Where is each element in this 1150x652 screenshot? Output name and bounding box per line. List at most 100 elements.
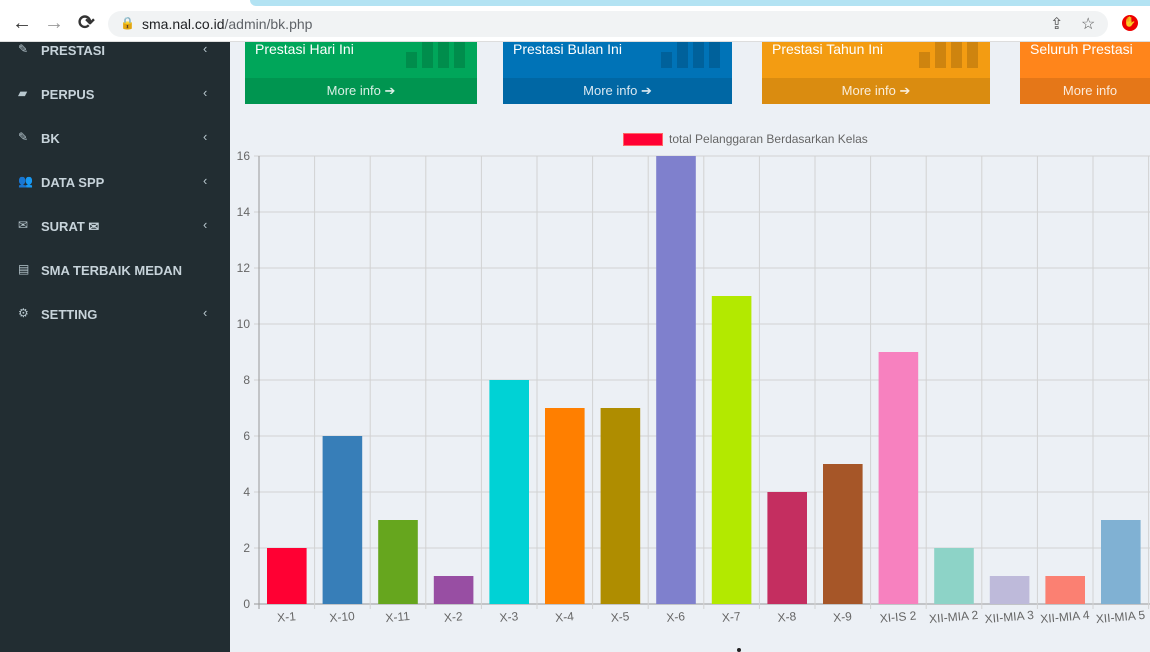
chevron-left-icon: ‹ (203, 41, 208, 56)
bar (711, 296, 752, 604)
x-tick-label: X-1 (277, 609, 297, 625)
url-text: sma.nal.co.id/admin/bk.php (142, 16, 312, 32)
chevron-left-icon: ‹ (203, 85, 208, 100)
x-tick-label: XII-MIA 3 (984, 608, 1035, 626)
x-tick-label: X-6 (666, 609, 686, 625)
sidebar-item-label: DATA SPP (41, 175, 105, 190)
bar-chart-icon (919, 42, 978, 68)
x-tick-label: X-5 (610, 609, 630, 625)
sidebar-item-prestasi[interactable]: ✎ PRESTASI ‹ (0, 36, 230, 66)
y-tick-label: 2 (243, 541, 250, 555)
more-info-link[interactable]: More info ➔ (245, 78, 477, 104)
sidebar-item-label: BK (41, 131, 60, 146)
legend-swatch (623, 133, 663, 147)
chevron-left-icon: ‹ (203, 129, 208, 144)
tab-strip (250, 0, 1150, 6)
sidebar-item-label: PERPUS (41, 87, 95, 102)
bar-chart-icon (661, 42, 720, 68)
url-path: /admin/bk.php (224, 16, 313, 32)
info-box: Prestasi Tahun Ini More info ➔ (762, 42, 990, 104)
id-card-icon: ▤ (18, 262, 30, 276)
chevron-left-icon: ‹ (203, 305, 208, 320)
browser-toolbar: ← → ⟳ 🔒 sma.nal.co.id/admin/bk.php ⇪ ☆ ✋ (0, 0, 1150, 42)
sidebar-item-data-spp[interactable]: 👥 DATA SPP ‹ (0, 168, 230, 198)
x-tick-label: X-7 (721, 609, 741, 625)
chart-legend[interactable]: total Pelanggaran Berdasarkan Kelas (623, 132, 868, 147)
more-info-link[interactable]: More info (1020, 78, 1150, 104)
lock-icon: 🔒 (120, 16, 135, 30)
star-icon[interactable]: ☆ (1081, 16, 1096, 33)
edit-icon: ✎ (18, 42, 29, 56)
bar (1045, 576, 1085, 604)
sidebar-item-label: SETTING (41, 307, 98, 322)
x-tick-label: XII-MIA 4 (1040, 608, 1091, 626)
bar (878, 352, 919, 604)
chevron-left-icon: ‹ (203, 173, 208, 188)
bar (489, 380, 529, 604)
x-tick-label: X-8 (777, 609, 797, 625)
x-tick-label: XI-IS 2 (879, 608, 917, 625)
book-icon: ▰ (18, 86, 28, 100)
x-tick-label: XII-MIA 5 (1095, 608, 1146, 626)
sidebar-item-sma-terbaik-medan[interactable]: ▤ SMA TERBAIK MEDAN (0, 256, 230, 286)
x-tick-label: XII-MIA 2 (928, 608, 979, 626)
x-tick-label: X-10 (329, 609, 356, 625)
bar (767, 492, 807, 604)
sidebar-item-setting[interactable]: ⚙ SETTING ‹ (0, 300, 230, 330)
bar (600, 408, 641, 604)
more-info-link[interactable]: More info ➔ (762, 78, 990, 104)
forward-button[interactable]: → (44, 12, 64, 34)
x-tick-label: X-9 (833, 609, 853, 625)
bar (934, 548, 974, 604)
sidebar-item-bk[interactable]: ✎ BK ‹ (0, 124, 230, 154)
info-box-title: Prestasi Bulan Ini (513, 42, 622, 57)
back-button[interactable]: ← (12, 12, 32, 34)
y-tick-label: 8 (243, 373, 250, 387)
legend-label: total Pelanggaran Berdasarkan Kelas (669, 132, 868, 146)
info-box: Prestasi Hari Ini More info ➔ (245, 42, 477, 104)
y-tick-label: 4 (243, 485, 250, 499)
x-tick-label: X-4 (555, 609, 575, 625)
x-tick-label: X-2 (443, 609, 463, 625)
carousel-dot[interactable] (737, 648, 741, 652)
bar (656, 156, 696, 604)
x-tick-label: X-11 (385, 609, 411, 625)
info-box: Prestasi Bulan Ini More info ➔ (503, 42, 732, 104)
users-icon: 👥 (18, 174, 33, 188)
edit-icon: ✎ (18, 130, 29, 144)
y-tick-label: 10 (237, 317, 251, 331)
info-box-title: Seluruh Prestasi (1030, 42, 1133, 57)
x-tick-label: X-3 (499, 609, 519, 625)
url-host: sma.nal.co.id (142, 16, 225, 32)
bar (989, 576, 1030, 604)
share-icon[interactable]: ⇪ (1050, 16, 1064, 33)
gear-icon: ⚙ (18, 306, 29, 320)
sidebar-item-perpus[interactable]: ▰ PERPUS ‹ (0, 80, 230, 110)
sidebar-item-surat[interactable]: ✉ SURAT ✉ ‹ (0, 212, 230, 242)
reload-button[interactable]: ⟳ (78, 12, 95, 34)
more-info-link[interactable]: More info ➔ (503, 78, 732, 104)
bar (433, 576, 474, 604)
bar (267, 548, 307, 604)
bar (545, 408, 585, 604)
bar (1101, 520, 1141, 604)
sidebar: ✎ PRESTASI ‹ ▰ PERPUS ‹ ✎ BK ‹ 👥 DATA SPP ‹ ✉ SURAT ✉… (0, 41, 230, 652)
y-tick-label: 16 (237, 149, 251, 163)
extension-icon[interactable]: ✋ (1122, 15, 1138, 31)
bar (378, 520, 418, 604)
info-box-title: Prestasi Hari Ini (255, 42, 354, 57)
sidebar-item-label: SMA TERBAIK MEDAN (41, 263, 183, 278)
address-bar[interactable]: 🔒 sma.nal.co.id/admin/bk.php ⇪ ☆ (108, 11, 1108, 37)
chevron-left-icon: ‹ (203, 217, 208, 232)
y-tick-label: 6 (243, 429, 250, 443)
y-tick-label: 14 (237, 205, 251, 219)
envelope-icon: ✉ (18, 218, 29, 232)
info-box: Seluruh Prestasi More info (1020, 42, 1150, 104)
bar (322, 436, 363, 604)
info-box-title: Prestasi Tahun Ini (772, 42, 884, 57)
y-tick-label: 0 (243, 597, 250, 611)
bar-chart-icon (406, 42, 465, 68)
sidebar-item-label: SURAT ✉ (41, 219, 100, 234)
bar (823, 464, 863, 604)
